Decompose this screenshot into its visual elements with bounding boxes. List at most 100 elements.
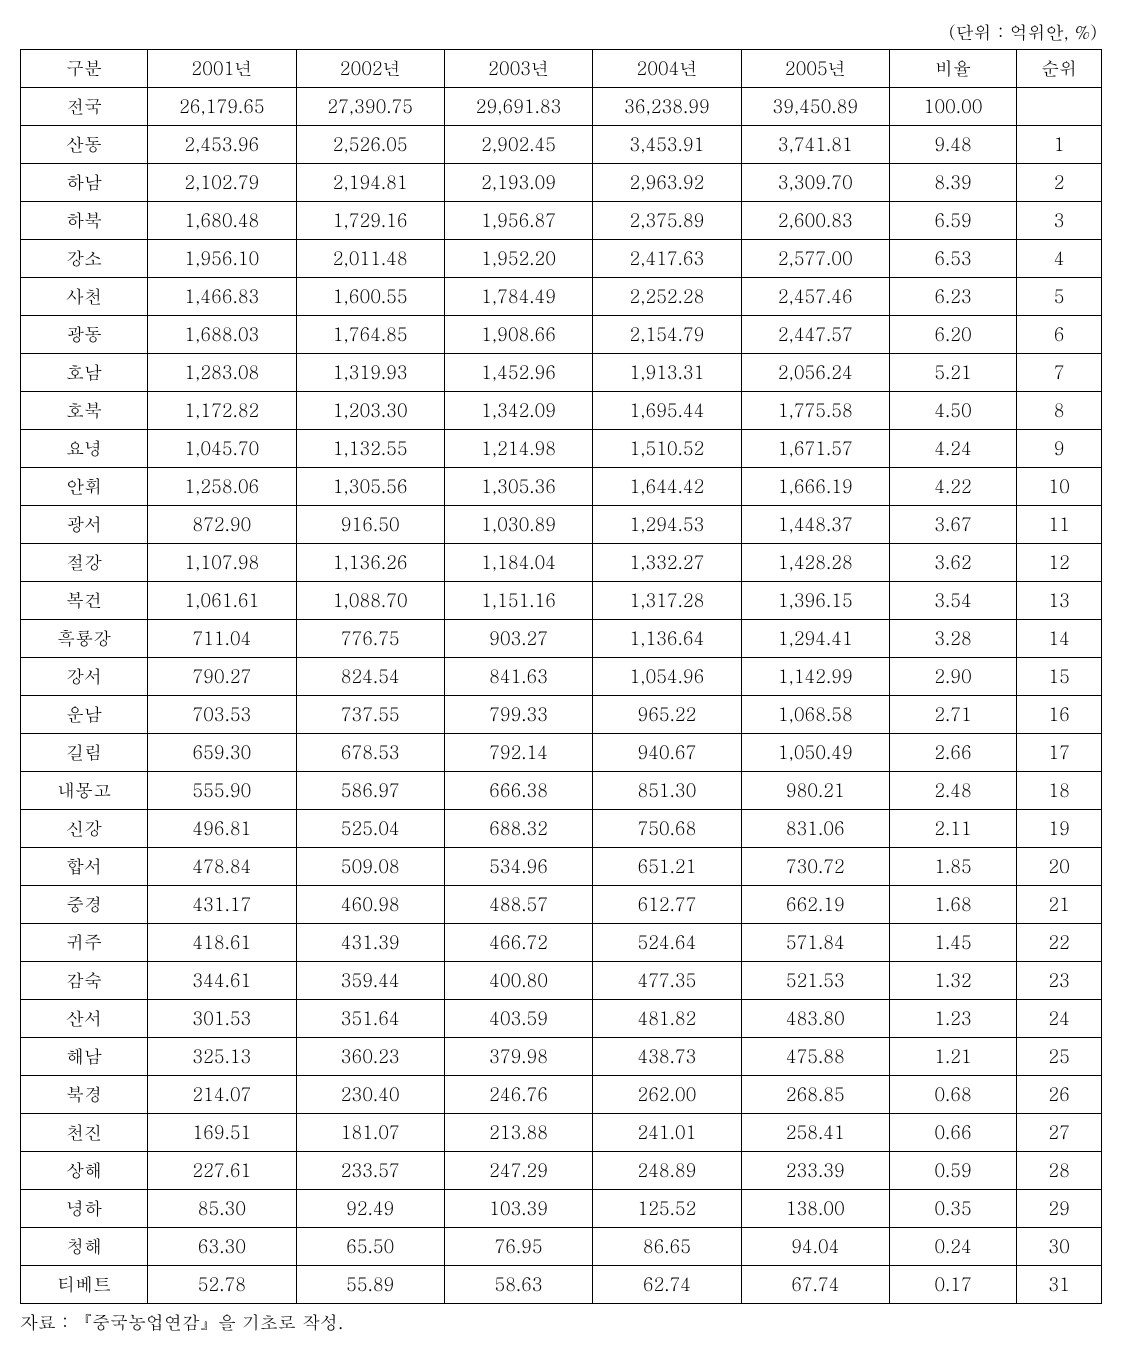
cell-y2001: 169.51 xyxy=(148,1114,296,1152)
cell-y2005: 980.21 xyxy=(741,772,889,810)
cell-y2004: 965.22 xyxy=(593,696,741,734)
table-row: 강서790.27824.54841.631,054.961,142.992.90… xyxy=(21,658,1102,696)
cell-y2002: 776.75 xyxy=(296,620,444,658)
cell-y2001: 659.30 xyxy=(148,734,296,772)
cell-ratio: 4.22 xyxy=(889,468,1016,506)
cell-y2003: 841.63 xyxy=(444,658,592,696)
cell-y2005: 1,294.41 xyxy=(741,620,889,658)
cell-y2002: 1,088.70 xyxy=(296,582,444,620)
cell-y2003: 2,193.09 xyxy=(444,164,592,202)
cell-y2002: 525.04 xyxy=(296,810,444,848)
cell-region: 전국 xyxy=(21,88,148,126)
cell-y2001: 418.61 xyxy=(148,924,296,962)
cell-rank: 23 xyxy=(1017,962,1102,1000)
cell-y2005: 2,447.57 xyxy=(741,316,889,354)
cell-y2003: 58.63 xyxy=(444,1266,592,1304)
cell-y2005: 1,666.19 xyxy=(741,468,889,506)
cell-y2005: 1,396.15 xyxy=(741,582,889,620)
table-row: 흑룡강711.04776.75903.271,136.641,294.413.2… xyxy=(21,620,1102,658)
cell-y2005: 1,428.28 xyxy=(741,544,889,582)
cell-y2001: 872.90 xyxy=(148,506,296,544)
cell-y2004: 2,154.79 xyxy=(593,316,741,354)
cell-y2004: 1,136.64 xyxy=(593,620,741,658)
cell-rank: 5 xyxy=(1017,278,1102,316)
cell-y2004: 2,375.89 xyxy=(593,202,741,240)
cell-y2001: 1,045.70 xyxy=(148,430,296,468)
table-row: 강소1,956.102,011.481,952.202,417.632,577.… xyxy=(21,240,1102,278)
cell-y2004: 1,294.53 xyxy=(593,506,741,544)
cell-y2005: 2,577.00 xyxy=(741,240,889,278)
cell-y2002: 1,729.16 xyxy=(296,202,444,240)
cell-rank: 16 xyxy=(1017,696,1102,734)
cell-region: 복건 xyxy=(21,582,148,620)
cell-rank: 28 xyxy=(1017,1152,1102,1190)
cell-ratio: 4.24 xyxy=(889,430,1016,468)
cell-ratio: 0.66 xyxy=(889,1114,1016,1152)
cell-y2002: 351.64 xyxy=(296,1000,444,1038)
cell-y2001: 214.07 xyxy=(148,1076,296,1114)
column-header-y2003: 2003년 xyxy=(444,50,592,88)
table-row: 길림659.30678.53792.14940.671,050.492.6617 xyxy=(21,734,1102,772)
cell-y2004: 1,913.31 xyxy=(593,354,741,392)
cell-y2004: 62.74 xyxy=(593,1266,741,1304)
source-note: 자료 : 『중국농업연감』을 기초로 작성. xyxy=(20,1310,1102,1335)
cell-y2001: 344.61 xyxy=(148,962,296,1000)
cell-y2002: 509.08 xyxy=(296,848,444,886)
column-header-y2001: 2001년 xyxy=(148,50,296,88)
cell-y2002: 460.98 xyxy=(296,886,444,924)
cell-ratio: 4.50 xyxy=(889,392,1016,430)
cell-rank: 20 xyxy=(1017,848,1102,886)
cell-y2003: 2,902.45 xyxy=(444,126,592,164)
cell-rank: 3 xyxy=(1017,202,1102,240)
column-header-ratio: 비율 xyxy=(889,50,1016,88)
table-row: 상해227.61233.57247.29248.89233.390.5928 xyxy=(21,1152,1102,1190)
cell-y2003: 29,691.83 xyxy=(444,88,592,126)
table-row: 녕하85.3092.49103.39125.52138.000.3529 xyxy=(21,1190,1102,1228)
cell-y2005: 483.80 xyxy=(741,1000,889,1038)
cell-y2001: 227.61 xyxy=(148,1152,296,1190)
cell-ratio: 0.59 xyxy=(889,1152,1016,1190)
cell-y2005: 1,068.58 xyxy=(741,696,889,734)
cell-y2005: 3,309.70 xyxy=(741,164,889,202)
cell-y2001: 1,956.10 xyxy=(148,240,296,278)
cell-y2003: 534.96 xyxy=(444,848,592,886)
cell-y2005: 268.85 xyxy=(741,1076,889,1114)
cell-y2002: 737.55 xyxy=(296,696,444,734)
cell-y2004: 2,417.63 xyxy=(593,240,741,278)
cell-region: 감숙 xyxy=(21,962,148,1000)
cell-ratio: 2.66 xyxy=(889,734,1016,772)
cell-y2002: 824.54 xyxy=(296,658,444,696)
cell-region: 안휘 xyxy=(21,468,148,506)
cell-y2003: 488.57 xyxy=(444,886,592,924)
cell-region: 상해 xyxy=(21,1152,148,1190)
cell-rank xyxy=(1017,88,1102,126)
cell-ratio: 2.71 xyxy=(889,696,1016,734)
cell-region: 하북 xyxy=(21,202,148,240)
cell-y2002: 2,011.48 xyxy=(296,240,444,278)
table-row: 사천1,466.831,600.551,784.492,252.282,457.… xyxy=(21,278,1102,316)
cell-rank: 1 xyxy=(1017,126,1102,164)
table-row: 산서301.53351.64403.59481.82483.801.2324 xyxy=(21,1000,1102,1038)
cell-region: 합서 xyxy=(21,848,148,886)
cell-ratio: 1.23 xyxy=(889,1000,1016,1038)
cell-region: 북경 xyxy=(21,1076,148,1114)
cell-y2002: 360.23 xyxy=(296,1038,444,1076)
cell-y2001: 1,061.61 xyxy=(148,582,296,620)
cell-y2004: 612.77 xyxy=(593,886,741,924)
cell-y2001: 1,466.83 xyxy=(148,278,296,316)
cell-y2003: 1,956.87 xyxy=(444,202,592,240)
cell-y2002: 1,203.30 xyxy=(296,392,444,430)
table-row: 요녕1,045.701,132.551,214.981,510.521,671.… xyxy=(21,430,1102,468)
cell-y2003: 403.59 xyxy=(444,1000,592,1038)
cell-ratio: 1.68 xyxy=(889,886,1016,924)
cell-y2001: 1,107.98 xyxy=(148,544,296,582)
cell-rank: 24 xyxy=(1017,1000,1102,1038)
cell-y2005: 1,671.57 xyxy=(741,430,889,468)
cell-y2005: 831.06 xyxy=(741,810,889,848)
table-row: 해남325.13360.23379.98438.73475.881.2125 xyxy=(21,1038,1102,1076)
cell-y2005: 475.88 xyxy=(741,1038,889,1076)
unit-label: (단위 : 억위안, %) xyxy=(20,20,1102,45)
cell-rank: 30 xyxy=(1017,1228,1102,1266)
cell-y2005: 233.39 xyxy=(741,1152,889,1190)
cell-y2001: 1,172.82 xyxy=(148,392,296,430)
